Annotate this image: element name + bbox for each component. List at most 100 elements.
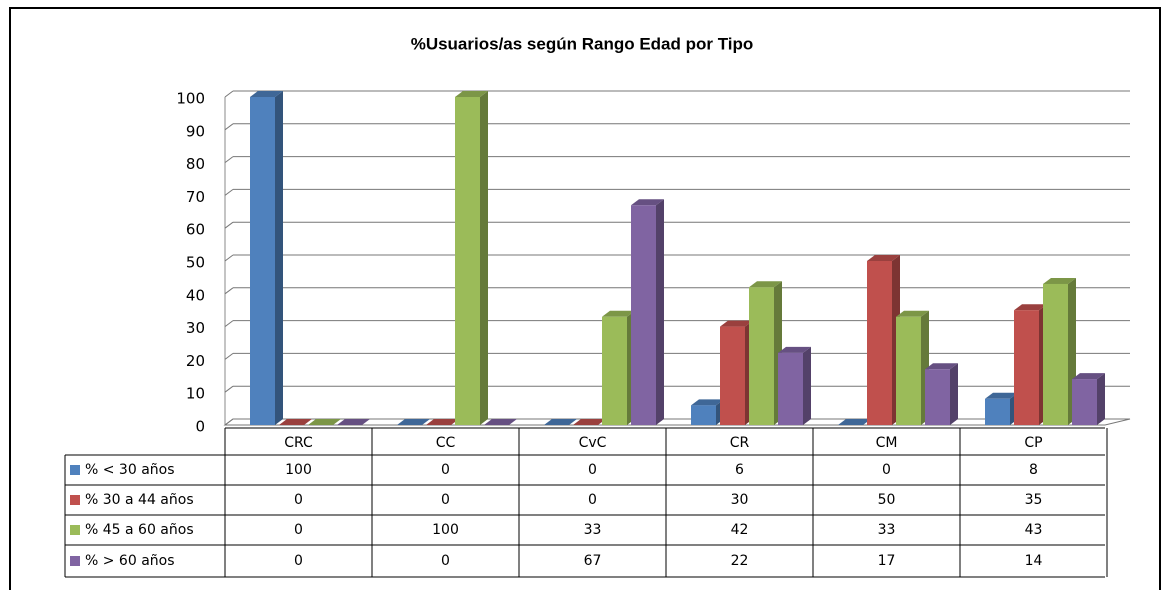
table-value: 35 bbox=[1025, 492, 1043, 508]
table-value: 0 bbox=[294, 522, 303, 538]
legend-key bbox=[70, 556, 80, 566]
table-value: 50 bbox=[878, 492, 896, 508]
y-tick-label: 80 bbox=[186, 155, 205, 173]
table-value: 67 bbox=[584, 553, 602, 569]
bar-top bbox=[778, 346, 811, 353]
table-value: 0 bbox=[882, 462, 891, 478]
table-value: 100 bbox=[432, 522, 459, 538]
floor bbox=[223, 418, 1131, 426]
legend-key bbox=[70, 525, 80, 535]
grid-line-side bbox=[224, 385, 234, 393]
legend-label: % 45 a 60 años bbox=[85, 522, 194, 538]
x-tick-label: CC bbox=[436, 435, 456, 451]
bar bbox=[896, 316, 921, 425]
legend-key bbox=[70, 465, 80, 475]
table-value: 0 bbox=[588, 462, 597, 478]
bar bbox=[1072, 379, 1097, 425]
x-tick-label: CR bbox=[730, 435, 750, 451]
grid-line-side bbox=[224, 90, 234, 98]
bar-side bbox=[950, 363, 958, 425]
bar bbox=[602, 316, 627, 425]
bar-top bbox=[925, 363, 958, 370]
y-tick-label: 0 bbox=[195, 418, 205, 436]
bar-top bbox=[337, 419, 370, 425]
bar-top bbox=[985, 392, 1018, 399]
table-value: 42 bbox=[731, 522, 749, 538]
y-tick-label: 50 bbox=[186, 254, 205, 272]
legend-label: % 30 a 44 años bbox=[85, 492, 194, 508]
table-value: 30 bbox=[731, 492, 749, 508]
y-tick-label: 40 bbox=[186, 286, 205, 304]
bar-side bbox=[275, 91, 283, 425]
bar-top bbox=[631, 199, 664, 206]
chart-title: %Usuarios/as según Rango Edad por Tipo bbox=[411, 34, 754, 53]
table-value: 22 bbox=[731, 553, 749, 569]
bar-top bbox=[602, 310, 635, 317]
y-tick-label: 100 bbox=[176, 90, 205, 108]
grid-line-side bbox=[224, 254, 234, 262]
table-value: 0 bbox=[294, 492, 303, 508]
bar-top bbox=[426, 419, 459, 425]
y-tick-label: 30 bbox=[186, 319, 205, 337]
bar bbox=[691, 405, 716, 425]
bar-side bbox=[656, 199, 664, 425]
table-value: 100 bbox=[285, 462, 312, 478]
table-value: 33 bbox=[584, 522, 602, 538]
table-value: 14 bbox=[1025, 553, 1043, 569]
table-value: 0 bbox=[441, 462, 450, 478]
bar bbox=[1043, 283, 1068, 425]
bar-top bbox=[573, 419, 606, 425]
y-tick-label: 20 bbox=[186, 352, 205, 370]
legend-label: % < 30 años bbox=[85, 462, 175, 478]
y-tick-label: 10 bbox=[186, 385, 205, 403]
bar-top bbox=[397, 419, 430, 425]
bar-top bbox=[867, 255, 900, 261]
grid-line-side bbox=[224, 221, 234, 229]
bar-top bbox=[896, 310, 929, 317]
bar-top bbox=[308, 419, 341, 425]
x-tick-label: CRC bbox=[284, 435, 313, 451]
bar bbox=[1014, 310, 1039, 425]
table-value: 0 bbox=[294, 553, 303, 569]
bar bbox=[985, 398, 1010, 425]
table-value: 8 bbox=[1029, 462, 1038, 478]
x-tick-label: CvC bbox=[579, 435, 607, 451]
table-value: 33 bbox=[878, 522, 896, 538]
bar bbox=[250, 97, 275, 425]
y-tick-label: 60 bbox=[186, 221, 205, 239]
x-tick-label: CP bbox=[1024, 435, 1042, 451]
bar bbox=[778, 352, 803, 425]
bar-top bbox=[544, 419, 577, 425]
bar bbox=[749, 287, 774, 425]
bar-side bbox=[803, 346, 811, 425]
y-tick-label: 70 bbox=[186, 188, 205, 206]
frame bbox=[9, 7, 1161, 590]
bar-top bbox=[484, 419, 517, 425]
bar bbox=[925, 369, 950, 425]
bar bbox=[867, 261, 892, 425]
grid-line-side bbox=[224, 156, 234, 164]
bar bbox=[720, 326, 745, 425]
table-value: 6 bbox=[735, 462, 744, 478]
bar-top bbox=[279, 419, 312, 425]
grid-line-side bbox=[224, 287, 234, 295]
bar-top bbox=[1014, 304, 1047, 311]
bar-top bbox=[1043, 277, 1076, 284]
bar-top bbox=[838, 419, 871, 425]
bar-top bbox=[1072, 373, 1105, 380]
bar-top bbox=[455, 91, 488, 97]
bar bbox=[631, 205, 656, 425]
bar-side bbox=[1097, 373, 1105, 425]
grid-line-side bbox=[224, 352, 234, 360]
table-value: 0 bbox=[588, 492, 597, 508]
grid-line-side bbox=[224, 123, 234, 131]
legend-label: % > 60 años bbox=[85, 553, 175, 569]
bar-top bbox=[749, 281, 782, 288]
x-tick-label: CM bbox=[876, 435, 898, 451]
table-value: 0 bbox=[441, 553, 450, 569]
bar bbox=[455, 97, 480, 425]
table-value: 17 bbox=[878, 553, 896, 569]
grid-line-side bbox=[224, 188, 234, 196]
table-value: 0 bbox=[441, 492, 450, 508]
